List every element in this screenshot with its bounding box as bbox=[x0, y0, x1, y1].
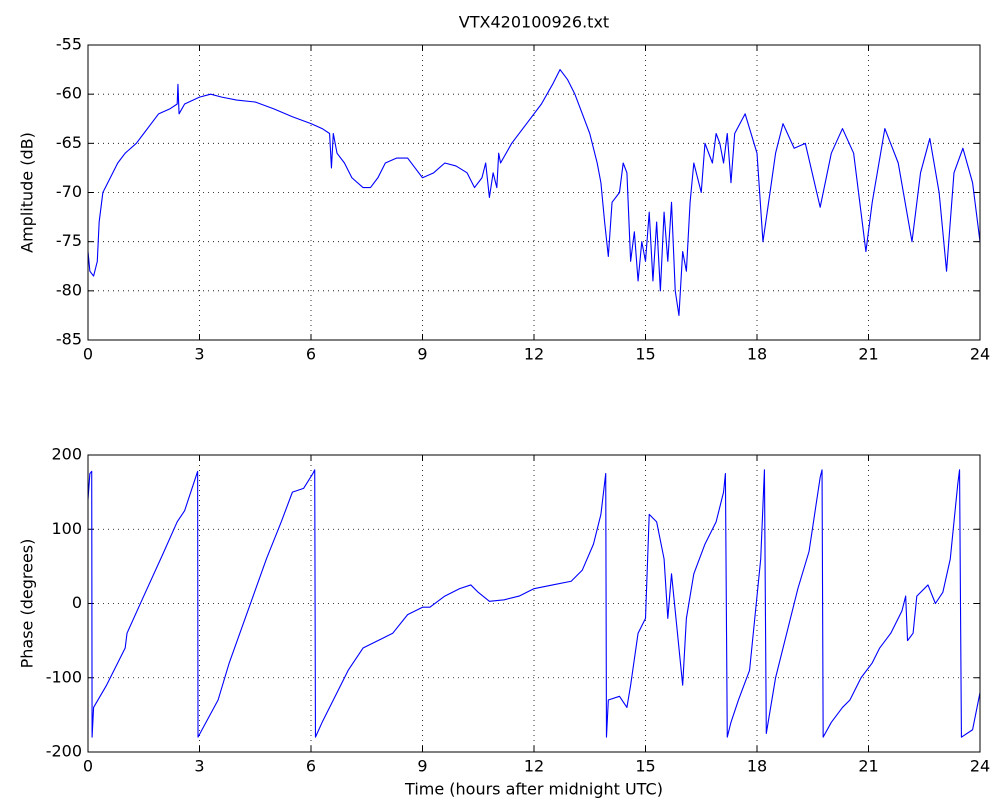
x-tick-label: 9 bbox=[417, 345, 427, 364]
x-tick-label: 18 bbox=[747, 757, 767, 776]
axes-frame bbox=[87, 44, 981, 341]
axes-frame bbox=[87, 454, 981, 753]
x-tick-label: 0 bbox=[83, 757, 93, 776]
x-tick-label: 18 bbox=[747, 345, 767, 364]
x-tick-label: 21 bbox=[858, 757, 878, 776]
x-tick-label: 15 bbox=[635, 345, 655, 364]
x-tick-label: 3 bbox=[194, 345, 204, 364]
y-tick-label: 0 bbox=[72, 593, 82, 612]
y-axis-label: Phase (degrees) bbox=[18, 539, 37, 669]
y-tick-label: -70 bbox=[56, 182, 82, 201]
y-tick-label: -200 bbox=[46, 742, 82, 761]
y-tick-label: -65 bbox=[56, 133, 82, 152]
x-tick-label: 12 bbox=[524, 345, 544, 364]
x-tick-label: 9 bbox=[417, 757, 427, 776]
data-line bbox=[87, 469, 981, 738]
y-tick-label: -75 bbox=[56, 231, 82, 250]
y-tick-label: -100 bbox=[46, 667, 82, 686]
x-tick-label: 0 bbox=[83, 345, 93, 364]
y-tick-label: -85 bbox=[56, 330, 82, 349]
x-tick-label: 15 bbox=[635, 757, 655, 776]
y-tick-label: 100 bbox=[51, 519, 82, 538]
y-tick-label: 200 bbox=[51, 445, 82, 464]
y-axis-label: Amplitude (dB) bbox=[18, 132, 37, 253]
x-tick-label: 6 bbox=[306, 345, 316, 364]
y-tick-label: -55 bbox=[56, 35, 82, 54]
x-tick-label: 24 bbox=[970, 757, 990, 776]
data-line bbox=[87, 69, 981, 316]
x-tick-label: 12 bbox=[524, 757, 544, 776]
x-tick-label: 6 bbox=[306, 757, 316, 776]
x-axis-label: Time (hours after midnight UTC) bbox=[404, 780, 663, 799]
chart-title: VTX420100926.txt bbox=[459, 13, 609, 32]
y-tick-label: -60 bbox=[56, 84, 82, 103]
x-tick-label: 24 bbox=[970, 345, 990, 364]
y-tick-label: -80 bbox=[56, 280, 82, 299]
x-tick-label: 21 bbox=[858, 345, 878, 364]
x-tick-label: 3 bbox=[194, 757, 204, 776]
